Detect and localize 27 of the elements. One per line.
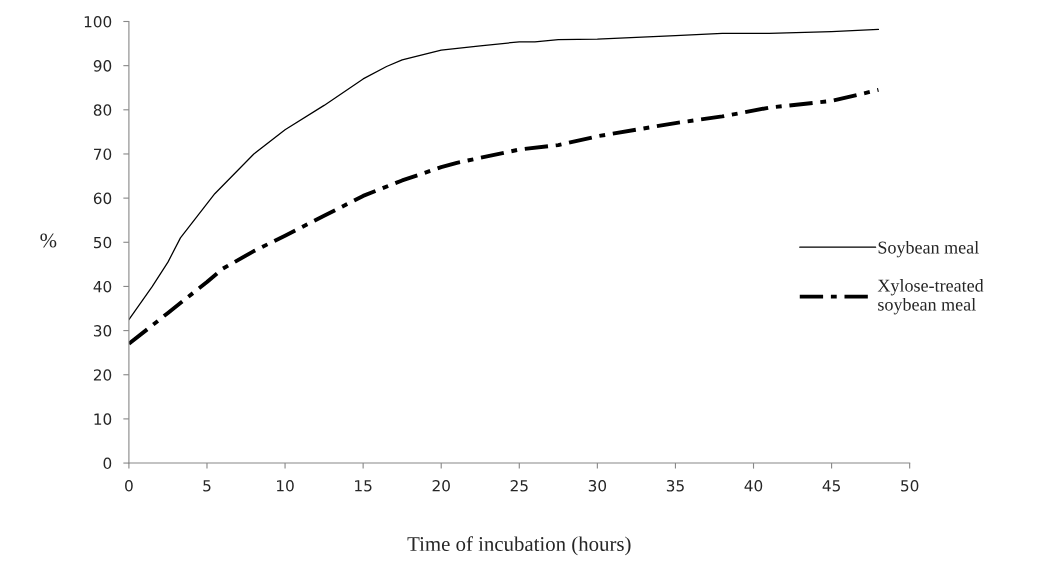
x-tick-label: 50 <box>901 479 919 492</box>
x-tick-label: 25 <box>510 479 528 492</box>
y-tick-label: 90 <box>93 60 112 72</box>
line-series <box>128 28 880 321</box>
x-tick-label: 40 <box>744 479 763 492</box>
y-tick-label: 30 <box>93 325 112 337</box>
x-tick-label: 45 <box>822 480 840 492</box>
y-tick-label: 50 <box>93 236 112 249</box>
y-tick-label: 100 <box>84 15 112 28</box>
y-axis-title: % <box>40 233 57 248</box>
y-tick-label: 0 <box>103 457 112 470</box>
x-tick-label: 0 <box>125 479 133 492</box>
legend-label: Xylose-treated soybean meal <box>877 279 984 315</box>
x-tick-label: 30 <box>588 479 607 492</box>
x-tick-label: 35 <box>666 479 684 492</box>
x-tick-label: 15 <box>355 480 372 492</box>
y-tick-label: 70 <box>94 148 112 160</box>
y-tick-label: 10 <box>94 413 112 425</box>
y-tick-label: 40 <box>93 280 112 293</box>
x-tick-label: 5 <box>203 480 211 492</box>
x-tick-label: 20 <box>432 479 450 492</box>
x-axis-title: Time of incubation (hours) <box>407 536 631 556</box>
legend-label: Soybean meal <box>878 240 979 258</box>
y-tick-label: 20 <box>93 369 112 381</box>
x-tick-label: 10 <box>277 479 294 492</box>
y-tick-label: 60 <box>93 192 112 205</box>
y-tick-label: 80 <box>93 104 112 116</box>
